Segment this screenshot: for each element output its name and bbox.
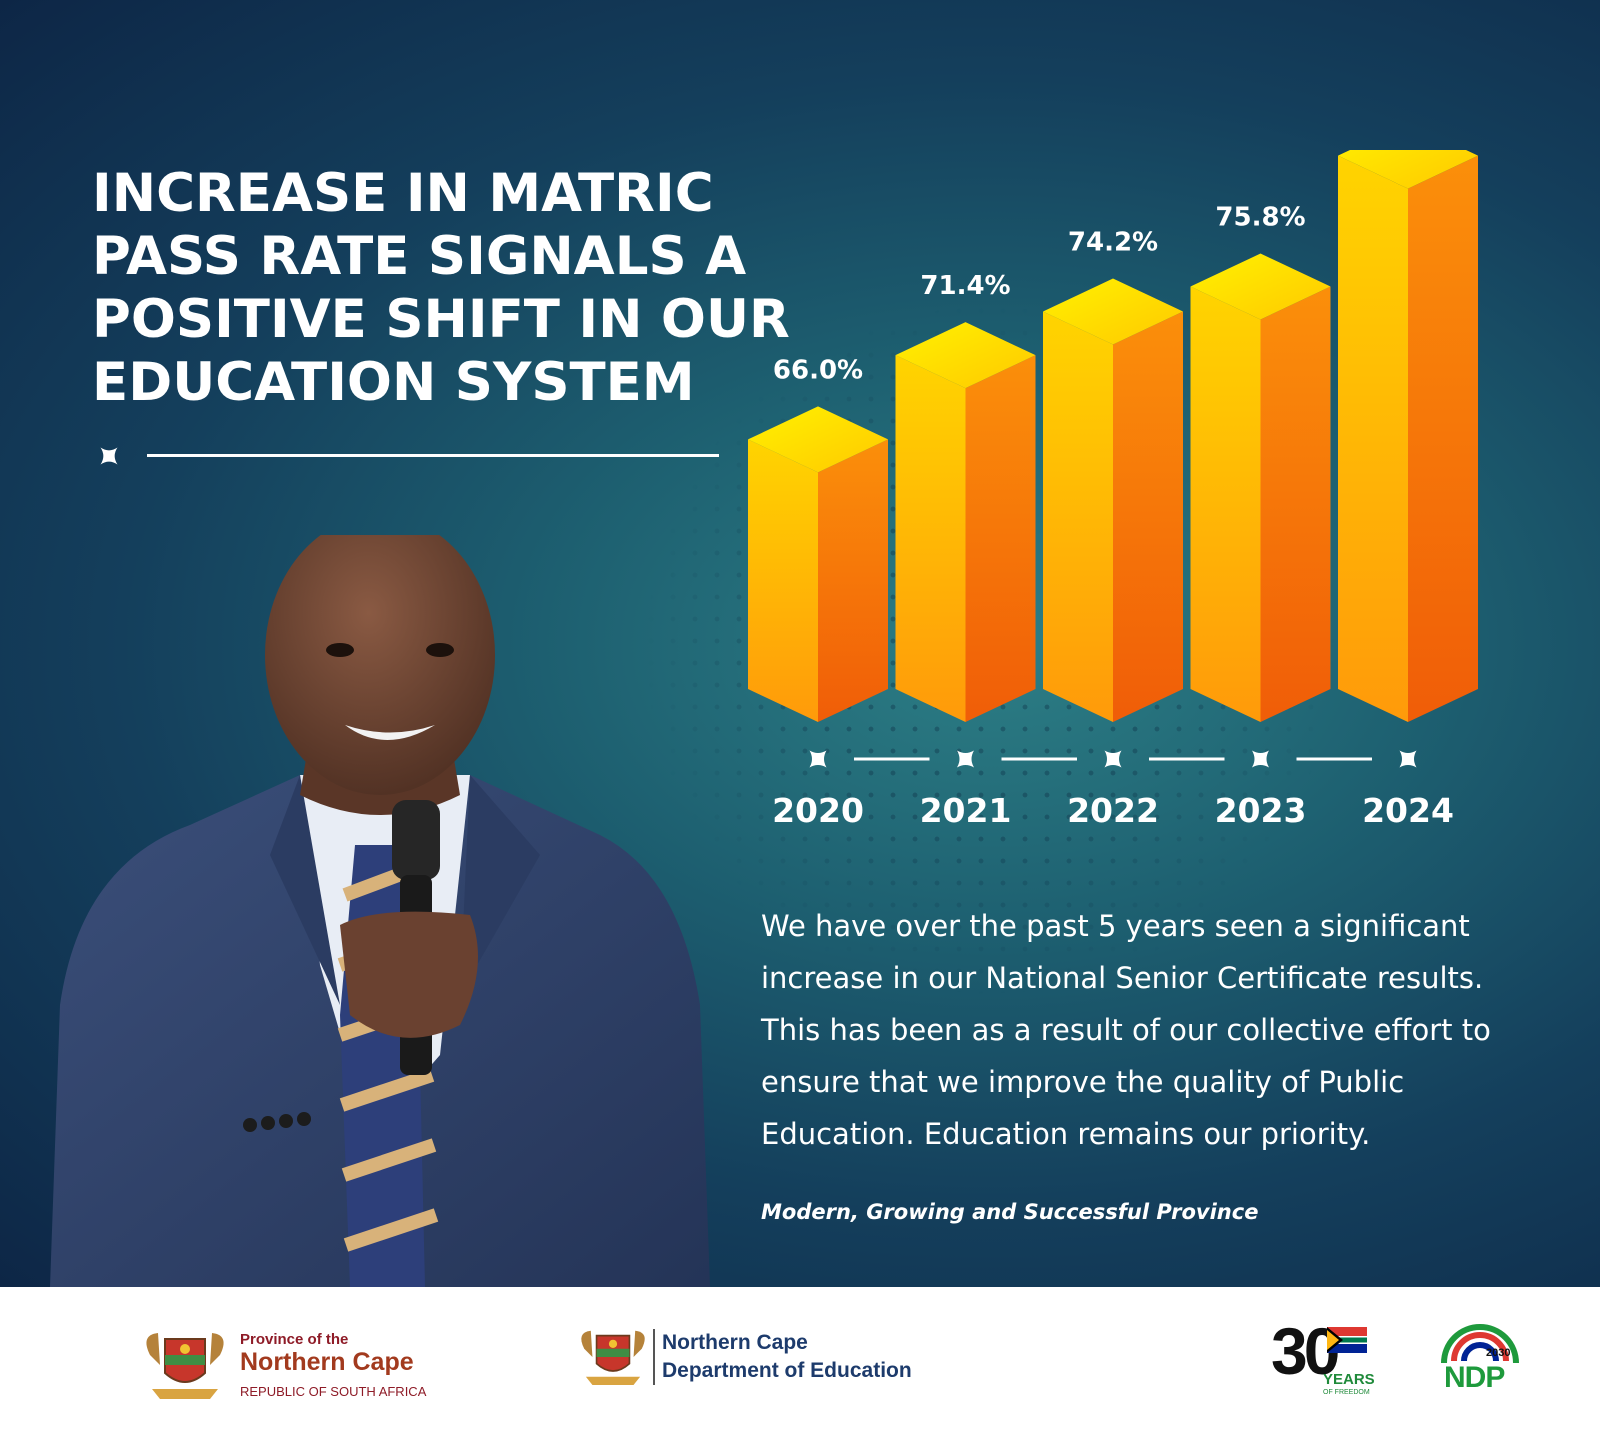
freedom-years: YEARS <box>1323 1371 1375 1388</box>
coat-of-arms-icon <box>581 1330 645 1385</box>
bar-2021 <box>895 322 1036 722</box>
year-tick-label: 2023 <box>1215 791 1307 830</box>
bar-side-face <box>1408 155 1478 723</box>
year-tick-label: 2022 <box>1067 791 1159 830</box>
sparkle-star-icon <box>1104 750 1122 768</box>
body-line: ensure that we improve the quality of Pu… <box>761 1065 1405 1099</box>
footer-logos: Province of the Northern Cape REPUBLIC O… <box>0 1287 1600 1439</box>
bar-2022 <box>1043 278 1183 722</box>
province-logo: Province of the Northern Cape REPUBLIC O… <box>140 1325 450 1405</box>
department-line1: Northern Cape <box>662 1331 808 1354</box>
bar-side-face <box>965 355 1036 722</box>
headline-divider <box>94 434 724 465</box>
freedom-sub: OF FREEDOM <box>1323 1389 1370 1396</box>
speaker-photo <box>50 535 710 1287</box>
department-line2: Department of Education <box>662 1359 912 1382</box>
year-tick-label: 2020 <box>772 791 864 830</box>
body-line: This has been as a result of our collect… <box>761 1013 1491 1047</box>
province-small-label: Province of the <box>240 1331 349 1348</box>
bar-side-face <box>818 439 888 722</box>
ndp-year: 2030 <box>1486 1347 1511 1359</box>
bar-front-face <box>1190 286 1261 722</box>
province-name: Northern Cape <box>240 1348 414 1376</box>
bar-top-face <box>1190 253 1331 320</box>
tagline: Modern, Growing and Successful Province <box>761 1200 1259 1224</box>
headline-line: EDUCATION SYSTEM <box>92 352 695 413</box>
body-paragraph: We have over the past 5 years seen a sig… <box>761 900 1561 1160</box>
value-label: 75.8% <box>1215 203 1305 233</box>
axis-layer: 2020 2021 2022 2023 2024 <box>772 750 1454 830</box>
ndp-2030-logo: 2030 NDP <box>1440 1317 1520 1407</box>
bar-top-face <box>1338 150 1478 189</box>
year-tick-label: 2024 <box>1362 791 1454 830</box>
body-line: Education. Education remains our priorit… <box>761 1117 1371 1151</box>
divider-rule <box>147 454 719 457</box>
pass-rate-chart: 66.0%71.4%74.2%75.8%84.19% 2020202120222… <box>748 150 1478 830</box>
body-line: increase in our National Senior Certific… <box>761 961 1484 995</box>
department-logo: Northern Cape Department of Education <box>576 1321 936 1401</box>
bar-2020 <box>748 406 888 722</box>
bar-top-face <box>748 406 888 473</box>
sparkle-star-icon <box>100 447 118 465</box>
year-tick-label: 2021 <box>920 791 1012 830</box>
coat-of-arms-icon <box>146 1333 224 1399</box>
value-label: 71.4% <box>920 271 1010 301</box>
logo-separator <box>653 1329 655 1385</box>
headline: INCREASE IN MATRIC PASS RATE SIGNALS A P… <box>92 162 852 414</box>
province-country: REPUBLIC OF SOUTH AFRICA <box>240 1384 427 1399</box>
body-line: We have over the past 5 years seen a sig… <box>761 909 1470 943</box>
freedom-30-logo: 30 YEARS OF FREEDOM <box>1265 1313 1375 1413</box>
bar-2023 <box>1190 253 1331 722</box>
bars-layer <box>748 150 1478 723</box>
headline-line: POSITIVE SHIFT IN OUR <box>92 289 790 350</box>
bar-top-face <box>1043 278 1183 345</box>
bar-front-face <box>1043 311 1113 722</box>
headline-line: INCREASE IN MATRIC <box>92 163 714 224</box>
labels-layer: 66.0%71.4%74.2%75.8%84.19% <box>773 203 1306 386</box>
bar-front-face <box>895 355 966 722</box>
bar-side-face <box>1113 311 1183 722</box>
sparkle-star-icon <box>1252 750 1269 768</box>
infographic-poster: INCREASE IN MATRIC PASS RATE SIGNALS A P… <box>0 0 1600 1287</box>
ndp-label: NDP <box>1444 1361 1505 1394</box>
sparkle-star-icon <box>809 750 827 768</box>
headline-line: PASS RATE SIGNALS A <box>92 226 747 287</box>
bar-top-face <box>895 322 1036 389</box>
value-label: 66.0% <box>773 355 863 385</box>
ndp-arc-icon <box>1441 1324 1519 1364</box>
sparkle-star-icon <box>1399 750 1417 768</box>
bar-2024 <box>1338 150 1478 723</box>
bar-side-face <box>1260 286 1331 722</box>
sparkle-star-icon <box>957 750 974 768</box>
bar-front-face <box>1338 155 1408 723</box>
south-african-flag-icon <box>1327 1327 1367 1353</box>
value-label: 74.2% <box>1068 227 1158 257</box>
bar-front-face <box>748 439 818 722</box>
